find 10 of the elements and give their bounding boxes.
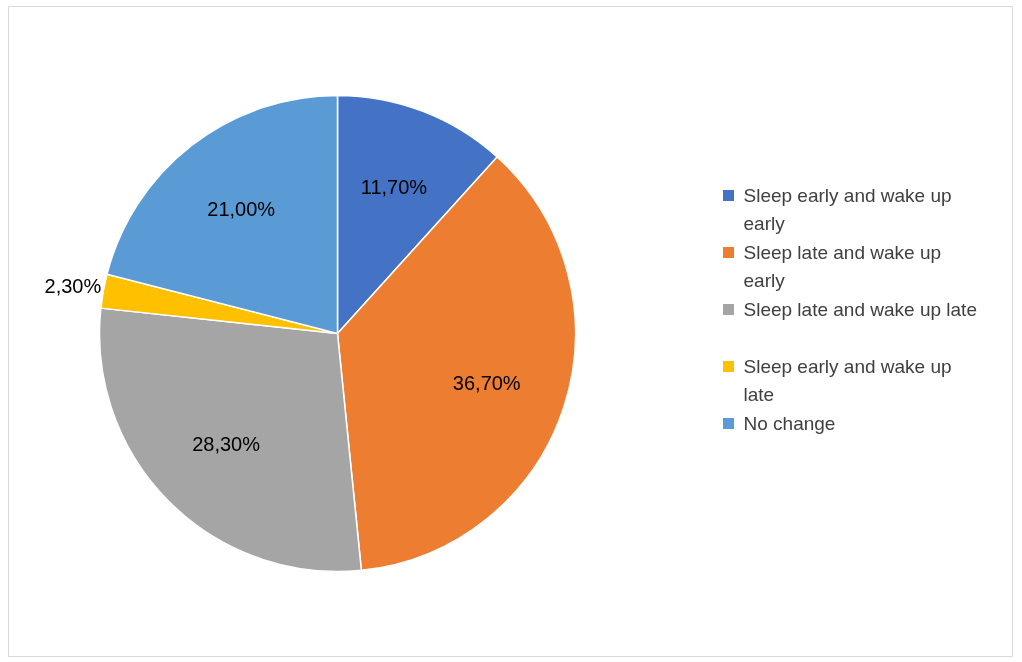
legend-label: Sleep early and wake up late	[743, 356, 952, 405]
legend-label: Sleep early and wake up early	[743, 185, 952, 234]
data-label: 28,30%	[192, 433, 261, 456]
data-label: 36,70%	[452, 371, 521, 394]
data-label: 2,30%	[44, 274, 102, 297]
data-label: 21,00%	[207, 198, 276, 221]
legend-label: No change	[743, 413, 836, 434]
legend-label: Sleep late and wake up early	[743, 242, 942, 291]
legend-label: Sleep late and wake up late	[743, 299, 977, 320]
data-label: 11,70%	[360, 175, 428, 198]
